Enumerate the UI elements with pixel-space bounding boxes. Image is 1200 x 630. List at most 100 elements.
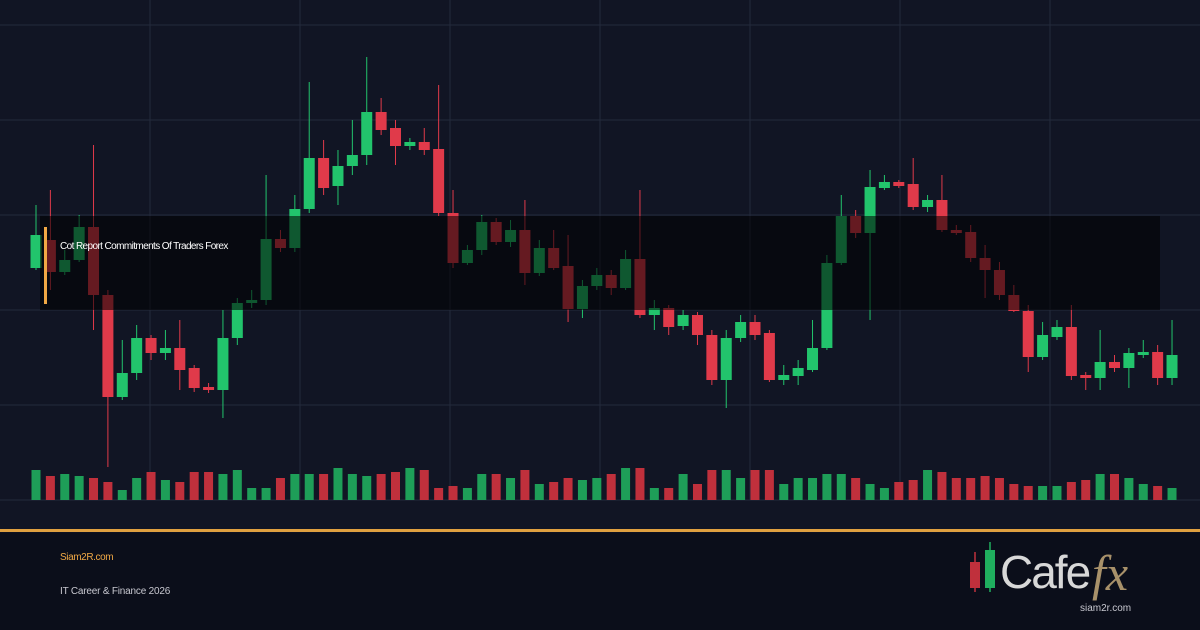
candle-body xyxy=(792,368,804,376)
volume-bar xyxy=(204,472,214,500)
candle-body xyxy=(116,373,128,397)
candle-body xyxy=(361,112,373,155)
volume-bar xyxy=(448,486,458,500)
candle-body xyxy=(691,315,703,335)
volume-bar xyxy=(692,484,702,500)
logo-name: Cafe xyxy=(1000,546,1090,598)
candle-body xyxy=(203,387,215,390)
volume-bar xyxy=(376,474,386,500)
logo-url: siam2r.com xyxy=(1080,603,1131,614)
volume-bar xyxy=(45,476,55,500)
candle-body xyxy=(30,235,42,268)
volume-bar xyxy=(764,470,774,500)
volume-bar xyxy=(1167,488,1177,500)
candle-body xyxy=(131,338,143,373)
candle-body xyxy=(217,338,229,390)
volume-bar xyxy=(60,474,70,500)
candle-body xyxy=(1109,362,1120,368)
candle-body xyxy=(418,142,430,150)
candle-body xyxy=(878,182,890,188)
volume-bar xyxy=(678,474,688,500)
candle-body xyxy=(102,295,114,397)
volume-bar xyxy=(721,470,731,500)
volume-bar xyxy=(822,474,832,500)
volume-bar xyxy=(1009,484,1019,500)
candle-body xyxy=(663,308,675,327)
volume-bar xyxy=(664,488,674,500)
volume-bar xyxy=(117,490,127,500)
candle-body xyxy=(1123,353,1135,368)
volume-bar xyxy=(391,472,400,500)
volume-bar xyxy=(577,480,587,500)
volume-bar xyxy=(146,472,156,500)
volume-bar xyxy=(592,478,602,500)
volume-bar xyxy=(347,474,357,500)
candle-body xyxy=(188,368,200,388)
volume-bar xyxy=(1081,480,1091,500)
volume-bar xyxy=(319,474,329,500)
volume-bar xyxy=(189,472,199,500)
volume-bar xyxy=(1124,478,1134,500)
volume-bar xyxy=(247,488,257,500)
volume-bar xyxy=(851,478,861,500)
volume-bar xyxy=(736,478,746,500)
candle-body xyxy=(1152,352,1164,378)
candle-body xyxy=(375,112,387,130)
candle-body xyxy=(303,158,315,209)
volume-bar xyxy=(908,480,918,500)
candle-body xyxy=(648,308,660,315)
volume-bar xyxy=(31,470,41,500)
title-band xyxy=(40,216,1160,310)
volume-bar xyxy=(865,484,875,500)
volume-bar xyxy=(966,478,976,500)
title-accent xyxy=(44,227,47,304)
volume-bar xyxy=(1110,474,1119,500)
candle-body xyxy=(807,348,819,370)
volume-bar xyxy=(232,470,242,500)
volume-bar xyxy=(951,478,961,500)
candle-body xyxy=(145,338,157,353)
tagline: IT Career & Finance 2026 xyxy=(60,586,171,597)
candle-body xyxy=(231,303,243,338)
volume-bar xyxy=(1052,486,1062,500)
volume-bar xyxy=(549,482,559,500)
volume-bar xyxy=(218,474,228,500)
candle-body xyxy=(864,187,876,233)
candle-body xyxy=(404,142,416,146)
logo-accent: fx xyxy=(1092,545,1128,601)
volume-bar xyxy=(103,482,113,500)
volume-bar xyxy=(879,488,889,500)
volume-bar xyxy=(779,484,789,500)
candle-body xyxy=(1137,352,1149,355)
volume-bar xyxy=(1153,486,1163,500)
volume-bar xyxy=(563,478,573,500)
volume-bar xyxy=(333,468,343,500)
volume-bar xyxy=(707,470,717,500)
candle-body xyxy=(677,315,689,326)
candle-body xyxy=(1022,311,1034,357)
site-name: Siam2R.com xyxy=(60,552,113,563)
candle-body xyxy=(159,348,171,353)
candle-body xyxy=(318,158,330,188)
volume-bar xyxy=(606,474,616,500)
volume-bar xyxy=(160,480,170,500)
volume-bar xyxy=(1023,486,1033,500)
volume-bar xyxy=(74,476,84,500)
volume-bar xyxy=(462,488,472,500)
candle-body xyxy=(1080,375,1092,378)
volume-bar xyxy=(793,478,803,500)
candle-body xyxy=(1051,327,1063,337)
volume-bar xyxy=(923,470,933,500)
volume-bar xyxy=(1095,474,1105,500)
volume-bar xyxy=(894,482,904,500)
candle-body xyxy=(922,200,934,207)
candle-body xyxy=(749,322,761,335)
volume-bars xyxy=(31,468,1177,500)
volume-bar xyxy=(275,478,285,500)
candle-body xyxy=(907,184,919,207)
divider xyxy=(0,529,1200,532)
candle-body xyxy=(778,375,790,380)
candle-body xyxy=(936,200,948,230)
volume-bar xyxy=(1038,486,1048,500)
